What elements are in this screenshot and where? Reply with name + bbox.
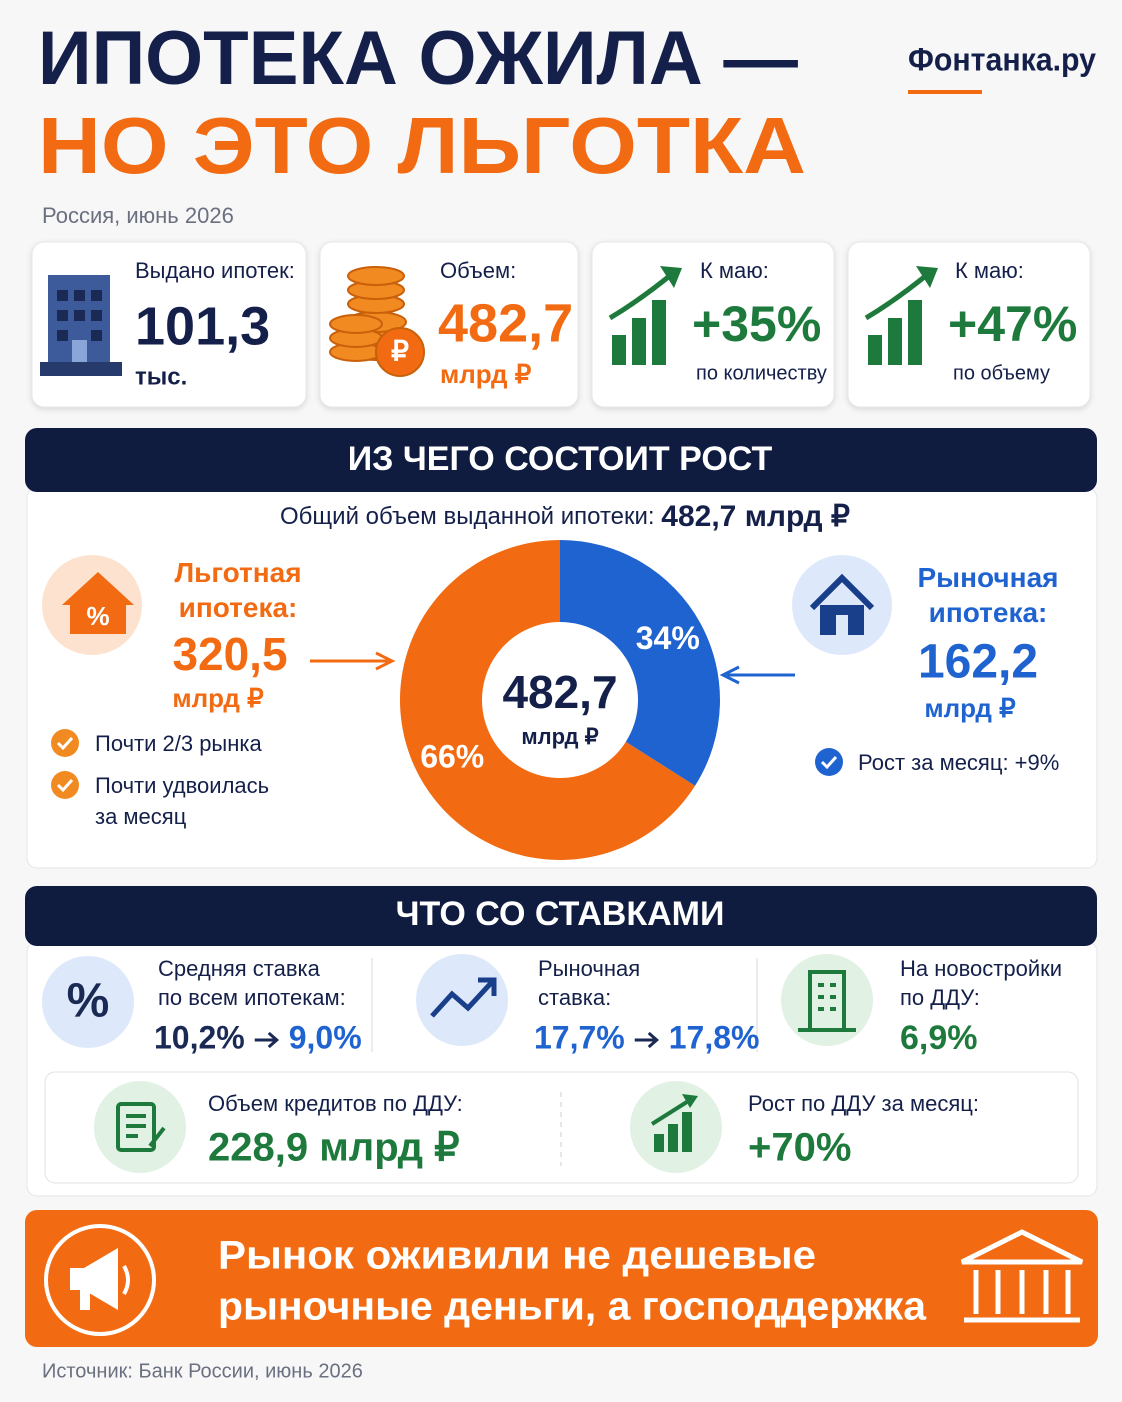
total-line: Общий объем выданной ипотеки: 482,7 млрд… xyxy=(280,500,850,533)
rate-from: 17,7% xyxy=(534,1019,625,1055)
total-value: 482,7 млрд ₽ xyxy=(661,500,850,533)
donut-center-unit: млрд ₽ xyxy=(521,724,598,749)
rate-arrow xyxy=(634,1031,660,1049)
ddu-label: Рост по ДДУ за месяц: xyxy=(748,1091,979,1116)
banner-text: Рынок оживили не дешевые xyxy=(218,1234,816,1278)
subtitle: Россия, июнь 2026 xyxy=(42,203,234,228)
ddu-label: Объем кредитов по ДДУ: xyxy=(208,1091,463,1116)
note: Почти удвоилась xyxy=(95,773,269,798)
section-header xyxy=(25,886,1097,946)
segment-label: Рыночная ипотека: xyxy=(918,562,1059,628)
document-icon xyxy=(116,1102,166,1152)
stat-value: 482,7 xyxy=(438,293,573,353)
banner-text: рыночные деньги, а господдержка xyxy=(218,1285,927,1329)
megaphone-icon xyxy=(70,1248,130,1310)
stat-label: К маю: xyxy=(955,258,1024,283)
icon-circle xyxy=(44,1224,156,1336)
growth-icon xyxy=(650,1094,698,1152)
rate-value: 6,9% xyxy=(900,1019,978,1057)
segment-value: 162,2 xyxy=(918,636,1038,689)
title: НО ЭТО ЛЬГОТКА xyxy=(38,101,806,190)
growth-icon xyxy=(608,266,682,365)
section-header xyxy=(25,428,1097,492)
check-icon xyxy=(51,729,79,757)
note: Почти 2/3 рынка xyxy=(95,731,263,756)
donut-segment xyxy=(560,540,720,786)
stat-value: +47% xyxy=(948,296,1077,352)
svg-text:%: % xyxy=(86,601,109,631)
section-title: ЧТО СО СТАВКАМИ xyxy=(396,895,725,933)
stat-unit: по объему xyxy=(953,362,1050,384)
note: Рост за месяц: +9% xyxy=(858,750,1059,775)
rate-arrow xyxy=(254,1031,280,1049)
segment-label: Льготная ипотека: xyxy=(174,557,301,623)
donut-segment xyxy=(400,540,696,861)
stat-card xyxy=(591,241,835,408)
value-label: 34% xyxy=(636,620,700,656)
rate-label: ставка: xyxy=(538,985,611,1010)
rate-label: по ДДУ: xyxy=(900,985,980,1010)
rate-from: 10,2% xyxy=(154,1019,245,1055)
check-mark xyxy=(56,736,74,751)
stat-label: К маю: xyxy=(700,258,769,283)
total-label: Общий объем выданной ипотеки: xyxy=(280,503,655,530)
stat-unit: млрд ₽ xyxy=(440,359,532,389)
ddu-box xyxy=(44,1071,1079,1184)
building-icon xyxy=(798,970,856,1032)
percent-icon: % xyxy=(67,975,110,1028)
arrow xyxy=(719,665,795,685)
segment-value: 320,5 xyxy=(172,628,287,680)
donut: 66% 34% 482,7 млрд ₽ xyxy=(400,540,720,861)
check-mark xyxy=(820,755,838,770)
rate-label: Рыночная xyxy=(538,956,640,981)
house-icon xyxy=(809,573,875,635)
banner xyxy=(25,1210,1098,1347)
segment-unit: млрд ₽ xyxy=(924,693,1016,723)
ddu-value: 228,9 млрд ₽ xyxy=(208,1126,460,1170)
icon-circle xyxy=(781,954,873,1046)
check-icon xyxy=(51,771,79,799)
brand: Фонтанка.ру xyxy=(908,41,1096,77)
building-icon xyxy=(40,275,122,376)
donut-center-value: 482,7 xyxy=(502,666,617,718)
stat-card xyxy=(847,241,1091,408)
brand-underline xyxy=(908,90,982,94)
check-icon xyxy=(815,748,843,776)
ddu-value: +70% xyxy=(748,1126,851,1170)
rate-to: 9,0% xyxy=(289,1019,362,1055)
check-mark xyxy=(56,778,74,793)
rate-label: Средняя ставка xyxy=(158,956,321,981)
segment-unit: млрд ₽ xyxy=(172,683,264,713)
bank-icon xyxy=(960,1229,1084,1323)
rate-label: по всем ипотекам: xyxy=(158,985,346,1010)
arrow xyxy=(310,651,396,671)
stat-unit: по количеству xyxy=(696,362,827,384)
stat-value: +35% xyxy=(692,296,821,352)
rate-to: 17,8% xyxy=(669,1019,760,1055)
stat-label: Выдано ипотек: xyxy=(135,258,295,283)
stat-label: Объем: xyxy=(440,258,516,283)
rate-label: На новостройки xyxy=(900,956,1062,981)
title: ИПОТЕКА ОЖИЛА — xyxy=(38,16,798,101)
trend-icon xyxy=(430,977,497,1018)
coins-icon: ₽ xyxy=(329,266,425,377)
stat-unit: тыс. xyxy=(135,363,187,390)
source: Источник: Банк России, июнь 2026 xyxy=(42,1360,363,1382)
growth-icon xyxy=(864,266,938,365)
svg-text:₽: ₽ xyxy=(391,335,409,366)
house-percent-icon: % xyxy=(62,572,134,634)
icon-circle xyxy=(42,956,134,1048)
note: за месяц xyxy=(95,804,187,829)
stat-value: 101,3 xyxy=(135,296,270,356)
section-title: ИЗ ЧЕГО СОСТОИТ РОСТ xyxy=(348,440,773,478)
value-label: 66% xyxy=(420,739,484,775)
